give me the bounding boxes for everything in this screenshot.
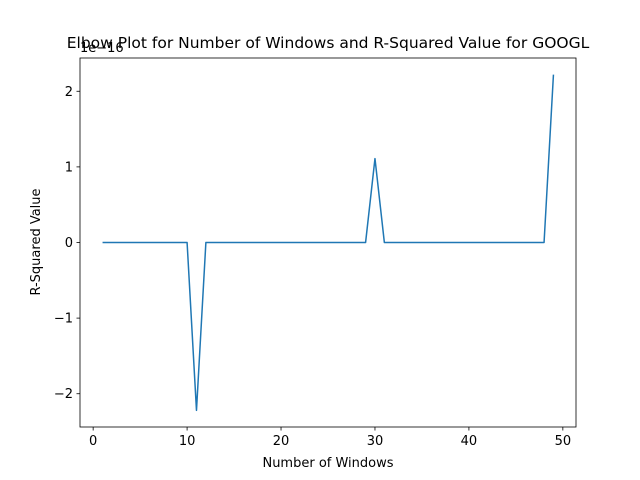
y-tick-label: 2: [65, 85, 73, 100]
y-tick-label: −2: [54, 387, 73, 402]
y-tick-label: 0: [65, 236, 73, 251]
y-tick-label: −1: [54, 312, 73, 327]
x-tick-label: 50: [555, 434, 572, 449]
y-tick-label: 1: [65, 160, 73, 175]
x-tick-label: 10: [179, 434, 196, 449]
y-axis-label: R-Squared Value: [29, 188, 44, 295]
chart-title: Elbow Plot for Number of Windows and R-S…: [67, 34, 590, 52]
x-tick-label: 40: [461, 434, 478, 449]
series-line-0: [102, 74, 555, 412]
x-tick-label: 0: [89, 434, 97, 449]
plot-area: 0 10 20 30 40 50 −2 −1 0 1 2: [54, 57, 577, 449]
x-axis-label: Number of Windows: [262, 456, 393, 471]
x-tick-label: 20: [273, 434, 290, 449]
x-tick-label: 30: [367, 434, 384, 449]
y-offset-label: 1e−16: [80, 41, 124, 56]
